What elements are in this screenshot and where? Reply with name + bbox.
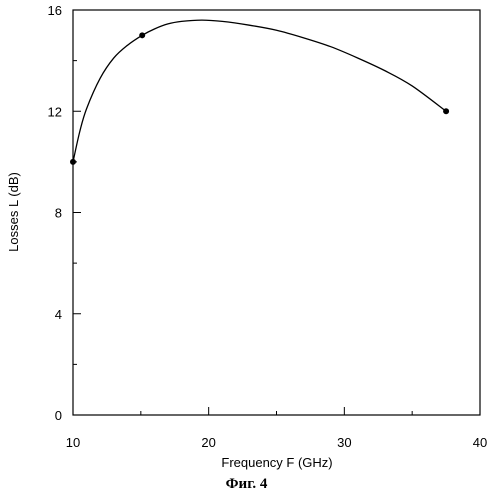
plot-frame — [73, 10, 480, 415]
x-tick-label: 20 — [201, 435, 215, 450]
plot-area-border — [73, 10, 480, 415]
y-axis-title: Losses L (dB) — [6, 172, 21, 252]
y-tick-label: 4 — [55, 307, 62, 322]
x-tick-label: 40 — [473, 435, 487, 450]
x-tick-label: 30 — [337, 435, 351, 450]
y-axis: 0 4 8 12 16 — [48, 3, 81, 423]
series-line — [73, 20, 446, 162]
data-markers — [70, 32, 449, 165]
data-point — [443, 108, 449, 114]
loss-curve — [73, 20, 446, 162]
y-tick-label: 8 — [55, 206, 62, 221]
y-tick-label: 12 — [48, 104, 62, 119]
x-axis-title: Frequency F (GHz) — [221, 455, 332, 470]
figure-caption: Фиг. 4 — [0, 476, 493, 493]
y-tick-label: 16 — [48, 3, 62, 18]
data-point — [139, 32, 145, 38]
data-point — [70, 159, 76, 165]
x-tick-label: 10 — [66, 435, 80, 450]
y-tick-label: 0 — [55, 408, 62, 423]
x-axis: 10 20 30 40 — [66, 407, 487, 450]
